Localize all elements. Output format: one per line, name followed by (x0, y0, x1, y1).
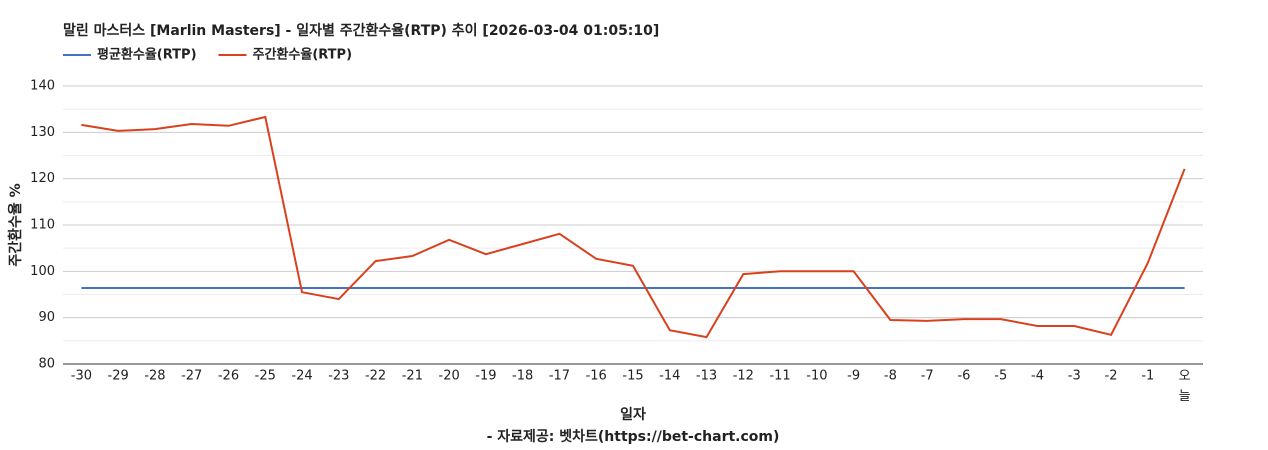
x-tick-label: -2 (1105, 369, 1118, 384)
x-tick-label: -5 (994, 369, 1007, 384)
x-tick-label: -8 (884, 369, 897, 384)
data-line (81, 115, 1186, 339)
x-tick-label: -17 (549, 369, 570, 384)
x-tick-label: -26 (218, 369, 239, 384)
x-tick-label: -23 (328, 369, 349, 384)
x-tick-label: -6 (957, 369, 970, 384)
x-tick-label: -1 (1141, 369, 1154, 384)
x-tick-label: -3 (1068, 369, 1081, 384)
x-tick-label: -21 (402, 369, 423, 384)
x-tick-label: -29 (108, 369, 129, 384)
y-tick-label: 140 (30, 79, 55, 94)
x-tick-label: -13 (696, 369, 717, 384)
y-tick-label: 90 (38, 310, 55, 325)
x-tick-label: -18 (512, 369, 533, 384)
source-note: - 자료제공: 벳차트(https://bet-chart.com) (487, 428, 780, 445)
x-tick-label: -15 (622, 369, 643, 384)
legend-label: 평균환수율(RTP) (97, 47, 197, 63)
x-tick-label: -30 (71, 369, 92, 384)
x-tick-label: -4 (1031, 369, 1044, 384)
x-tick-label: -24 (291, 369, 312, 384)
x-tick-label: -22 (365, 369, 386, 384)
y-axis-label: 주간환수율 % (7, 183, 24, 266)
x-tick-label: -10 (806, 369, 827, 384)
x-tick-label: -11 (769, 369, 790, 384)
x-tick-label: -28 (144, 369, 165, 384)
legend-label: 주간환수율(RTP) (253, 47, 353, 63)
x-tick-label: -20 (439, 369, 460, 384)
x-tick-label: -19 (475, 369, 496, 384)
x-tick-label: -7 (921, 369, 934, 384)
x-axis-label: 일자 (620, 407, 646, 423)
y-tick-label: 110 (30, 218, 55, 233)
y-tick-label: 120 (30, 171, 55, 186)
chart-title: 말린 마스터스 [Marlin Masters] - 일자별 주간환수율(RTP… (63, 22, 659, 39)
x-tick-label: -16 (586, 369, 607, 384)
x-tick-label: -14 (659, 369, 680, 384)
y-tick-label: 100 (30, 264, 55, 279)
x-tick-label: -25 (255, 369, 276, 384)
x-tick-label: -12 (733, 369, 754, 384)
y-tick-label: 130 (30, 125, 55, 140)
y-tick-label: 80 (38, 357, 55, 372)
x-tick-label: -27 (181, 369, 202, 384)
x-tick-label: -9 (847, 369, 860, 384)
